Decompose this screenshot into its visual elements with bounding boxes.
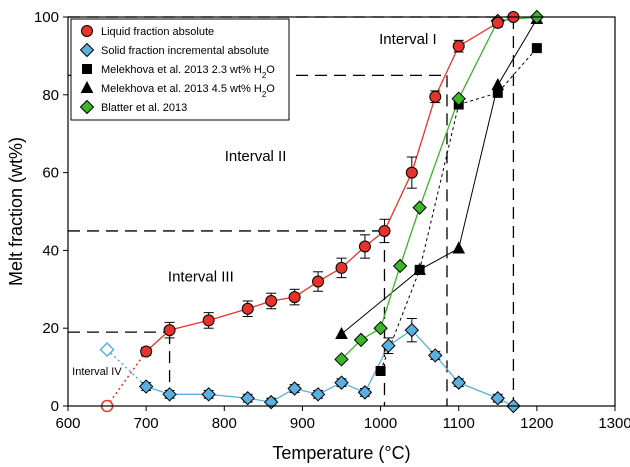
x-tick-label: 700 (134, 415, 159, 432)
melekhova-2-3-point (531, 43, 542, 54)
y-tick-label: 40 (42, 242, 59, 259)
legend-label: Solid fraction incremental absolute (101, 45, 269, 57)
solid-projection-line (106, 349, 147, 388)
x-tick-label: 600 (55, 415, 80, 432)
solid-fraction-point (138, 379, 154, 394)
x-tick-label: 1000 (364, 415, 397, 432)
liquid-fraction-point (358, 240, 371, 253)
liquid-fraction-point (429, 90, 442, 103)
liquid-fraction-point (202, 314, 215, 327)
melekhova-4-5-point (452, 241, 466, 254)
solid-fraction-line (145, 329, 514, 407)
data-points (99, 9, 545, 414)
y-tick-label: 80 (42, 87, 59, 104)
legend-marker (81, 25, 93, 37)
solid-fraction-point (287, 381, 302, 396)
blatter-point (451, 91, 466, 106)
legend-label: Liquid fraction absolute (101, 26, 214, 38)
blatter-point (353, 332, 369, 348)
melekhova-2-3-point (375, 365, 386, 376)
x-tick-label: 1100 (443, 415, 475, 432)
blatter-point (392, 258, 408, 274)
y-tick-label: 100 (34, 9, 59, 26)
solid-fraction-point (310, 387, 326, 402)
y-tick-label: 20 (42, 320, 59, 337)
legend-marker (79, 42, 95, 58)
melekhova-4-5-point (335, 326, 348, 340)
legend-marker (79, 99, 95, 115)
liquid-fraction-point (405, 166, 418, 179)
solid-fraction-point (240, 391, 255, 406)
legend-label: Blatter et al. 2013 (101, 102, 187, 114)
melekhova-4-5-line (341, 18, 538, 335)
solid-fraction-point (490, 391, 505, 406)
plot-frame (67, 16, 616, 407)
melekhova-4-5-point (491, 77, 505, 91)
legend-label: Melekhova et al. 2013 2.3 wt% H2O (101, 64, 275, 80)
legend: Liquid fraction absolute Solid fraction i… (70, 18, 290, 121)
liquid-fraction-point (288, 291, 301, 304)
liquid-fraction-point (335, 261, 348, 274)
legend-label: Melekhova et al. 2013 4.5 wt% H2O (101, 83, 275, 99)
solid-fraction-point (263, 394, 279, 410)
interval-label: Interval II (225, 148, 287, 165)
liquid-fraction-point (265, 294, 278, 307)
blatter-point (334, 352, 349, 367)
solid-fraction-point (451, 375, 466, 390)
liquid-fraction-point (140, 345, 153, 358)
liquid-fraction-point (452, 40, 465, 53)
blatter-point (412, 200, 427, 215)
x-tick-label: 1300 (598, 415, 630, 432)
liquid-fraction-point (312, 275, 325, 288)
solid-fraction-point (162, 387, 177, 402)
solid-fraction-point (201, 387, 216, 402)
melekhova-2-3-line (458, 47, 538, 106)
legend-box (70, 18, 290, 121)
y-tick-label: 60 (42, 165, 59, 182)
liquid-fraction-point (163, 324, 176, 337)
x-axis-title: Temperature (°C) (272, 443, 410, 463)
liquid-fraction-point (491, 16, 504, 29)
interval-label: Interval IV (72, 366, 122, 378)
interval-label: Interval I (379, 31, 437, 48)
solid-fraction-point (428, 348, 443, 363)
interval-label: Interval III (168, 269, 234, 286)
solid-fraction-point (404, 322, 420, 338)
melekhova-4-5-point (413, 262, 426, 275)
y-tick-label: 0 (51, 398, 59, 415)
interval-annotations: Interval I Interval II Interval III Interva… (72, 31, 437, 378)
x-tick-label: 900 (290, 415, 315, 432)
y-axis-title: Melt fraction (wt%) (6, 137, 26, 286)
solid-fraction-point (357, 385, 373, 400)
liquid-projection-line (106, 351, 147, 407)
solid-fraction-point (334, 375, 349, 390)
solid-fraction-point (381, 338, 396, 353)
liquid-fraction-point (378, 224, 391, 237)
x-tick-label: 800 (212, 415, 237, 432)
liquid-fraction-point (241, 302, 254, 315)
solid-projected-point (99, 342, 115, 358)
x-tick-label: 1200 (520, 415, 553, 432)
axis-ticks: 600 700 800 900 1000 1100 1200 1300 0 20 40 60 80 100 (34, 9, 630, 432)
blatter-point (373, 320, 388, 336)
legend-marker (80, 80, 94, 93)
legend-marker (82, 64, 92, 74)
